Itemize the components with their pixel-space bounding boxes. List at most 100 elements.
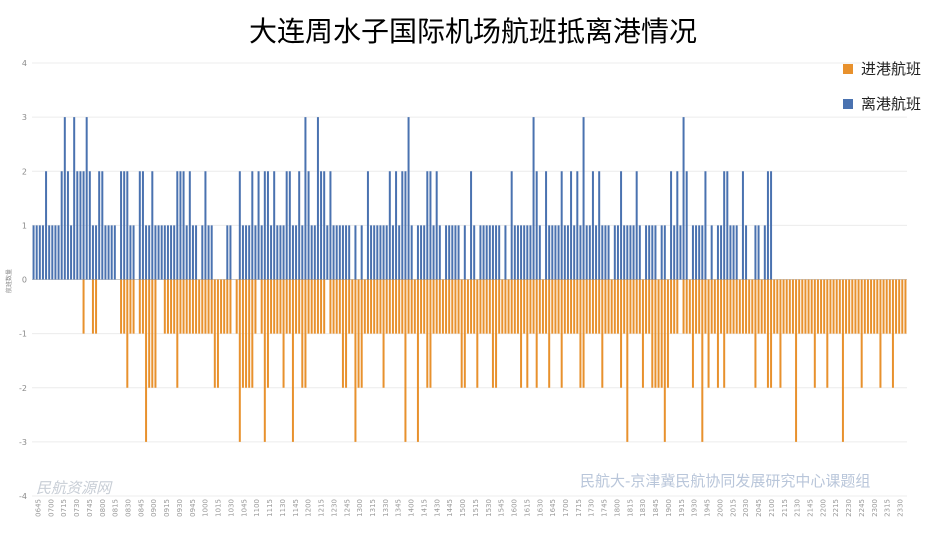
bar-arrival (507, 279, 510, 334)
x-tick-label: 1015 (215, 499, 223, 517)
bar-departure (123, 171, 126, 280)
bar-departure (538, 225, 541, 280)
bar-arrival (526, 279, 529, 388)
bar-arrival (138, 279, 141, 334)
bar-arrival (835, 279, 838, 334)
bar-departure (51, 225, 54, 280)
bar-departure (673, 225, 676, 280)
bar-arrival (666, 279, 669, 388)
x-tick-label: 0945 (189, 499, 197, 517)
bar-arrival (470, 279, 473, 334)
x-tick-label: 1845 (652, 499, 660, 517)
bar-arrival (763, 279, 766, 334)
bar-arrival (126, 279, 129, 388)
watermark-left: 民航资源网 (36, 479, 113, 497)
bar-arrival (307, 279, 310, 334)
bar-departure (576, 171, 579, 280)
bar-departure (120, 171, 123, 280)
bar-arrival (620, 279, 623, 388)
bar-departure (604, 225, 607, 280)
bar-departure (154, 225, 157, 280)
bar-arrival (595, 279, 598, 334)
bar-arrival (273, 279, 276, 334)
bar-departure (613, 225, 616, 280)
x-tick-label: 2015 (729, 499, 737, 517)
x-tick-label: 0745 (86, 499, 94, 517)
bar-departure (435, 171, 438, 280)
bar-departure (229, 225, 232, 280)
bar-arrival (598, 279, 601, 334)
bar-departure (291, 225, 294, 280)
y-axis-label: 航班数量 (5, 269, 13, 293)
bar-arrival (438, 279, 441, 334)
legend-label-departures: 离港航班 (861, 95, 921, 113)
bar-arrival (801, 279, 804, 334)
bar-arrival (635, 279, 638, 334)
bar-arrival (820, 279, 823, 334)
bar-departure (548, 225, 551, 280)
bar-departure (354, 225, 357, 280)
y-tick-label: -1 (19, 330, 27, 339)
bar-arrival (576, 279, 579, 334)
x-tick-label: 1330 (382, 499, 390, 517)
x-tick-label: 2100 (768, 499, 776, 517)
bar-arrival (120, 279, 123, 334)
x-tick-label: 2300 (871, 499, 879, 517)
bar-departure (745, 225, 748, 280)
x-tick-label: 0815 (112, 499, 120, 517)
bar-departure (620, 171, 623, 280)
bar-arrival (748, 279, 751, 334)
x-tick-label: 0930 (176, 499, 184, 517)
bar-arrival (213, 279, 216, 388)
y-tick-label: 4 (22, 59, 27, 68)
bar-departure (423, 225, 426, 280)
bar-arrival (604, 279, 607, 334)
bar-arrival (298, 279, 301, 334)
bar-arrival (295, 279, 298, 334)
bar-arrival (548, 279, 551, 388)
bar-arrival (538, 279, 541, 334)
legend-swatch-departures (843, 99, 853, 109)
x-tick-label: 1530 (485, 499, 493, 517)
bar-departure (79, 171, 82, 280)
bar-arrival (541, 279, 544, 334)
bar-arrival (195, 279, 198, 334)
bar-arrival (241, 279, 244, 388)
bar-departure (551, 225, 554, 280)
x-tick-label: 0700 (47, 499, 55, 517)
bar-departure (479, 225, 482, 280)
bar-departure (585, 225, 588, 280)
x-tick-label: 1915 (678, 499, 686, 517)
bar-arrival (288, 279, 291, 334)
bar-departure (679, 225, 682, 280)
bar-arrival (529, 279, 532, 334)
y-tick-label: -4 (19, 492, 27, 501)
bar-arrival (676, 279, 679, 334)
bar-departure (529, 225, 532, 280)
bar-arrival (891, 279, 894, 388)
bar-departure (485, 225, 488, 280)
x-tick-label: 1630 (536, 499, 544, 517)
bar-arrival (423, 279, 426, 334)
bar-arrival (570, 279, 573, 334)
bar-departure (307, 171, 310, 280)
bar-departure (741, 171, 744, 280)
bar-departure (323, 171, 326, 280)
bar-departure (285, 171, 288, 280)
bar-arrival (745, 279, 748, 334)
bar-arrival (685, 279, 688, 334)
bar-departure (288, 171, 291, 280)
bar-arrival (804, 279, 807, 334)
bar-departure (160, 225, 163, 280)
bar-departure (395, 171, 398, 280)
bar-departure (698, 225, 701, 280)
bar-arrival (82, 279, 85, 334)
x-tick-label: 2000 (716, 499, 724, 517)
bar-arrival (479, 279, 482, 334)
x-tick-label: 2200 (819, 499, 827, 517)
bar-arrival (201, 279, 204, 334)
x-tick-label: 1815 (626, 499, 634, 517)
x-tick-label: 1515 (472, 499, 480, 517)
bar-departure (520, 225, 523, 280)
bar-departure (385, 225, 388, 280)
